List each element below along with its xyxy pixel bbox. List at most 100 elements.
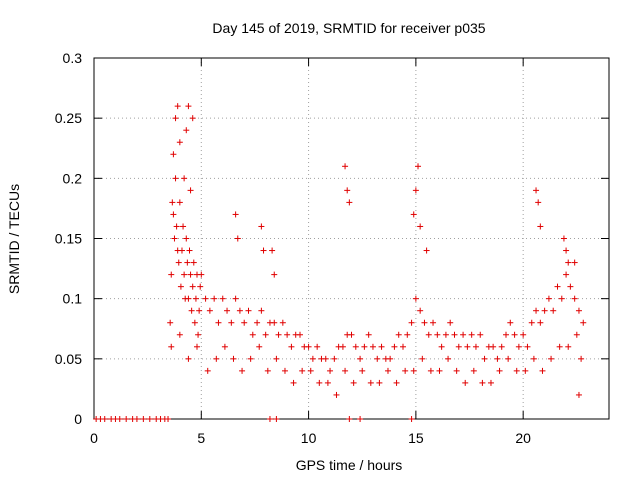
- data-point: [400, 343, 406, 350]
- data-point: [191, 319, 198, 326]
- data-point: [249, 331, 256, 338]
- data-point: [271, 319, 278, 326]
- data-point: [194, 343, 200, 350]
- data-point: [470, 367, 477, 374]
- data-point: [333, 391, 340, 398]
- x-tick-label: 10: [301, 430, 317, 446]
- data-point: [234, 235, 241, 242]
- data-point: [533, 187, 540, 194]
- data-point: [331, 355, 338, 362]
- data-point: [481, 355, 488, 362]
- data-point: [346, 416, 353, 422]
- data-point: [247, 355, 254, 362]
- data-point: [197, 283, 204, 290]
- data-point: [342, 163, 349, 170]
- data-point: [391, 343, 398, 350]
- data-point: [378, 343, 385, 350]
- data-point: [206, 307, 213, 314]
- grid-layer: [94, 58, 609, 419]
- y-tick-label: 0.05: [55, 351, 82, 367]
- data-point: [412, 295, 419, 302]
- data-point: [369, 343, 376, 350]
- data-point: [172, 115, 179, 122]
- data-point: [239, 367, 246, 374]
- data-point: [185, 103, 192, 110]
- data-point: [183, 235, 190, 242]
- data-point: [176, 139, 183, 146]
- data-point: [181, 175, 188, 182]
- data-point: [571, 295, 578, 302]
- data-point: [350, 379, 357, 386]
- data-point: [236, 307, 243, 314]
- data-point: [187, 187, 194, 194]
- x-axis-label: GPS time / hours: [296, 457, 403, 473]
- y-tick-label: 0.3: [63, 50, 83, 66]
- data-point: [189, 115, 196, 122]
- data-point: [393, 379, 400, 386]
- data-point: [196, 307, 203, 314]
- y-tick-label: 0.15: [55, 231, 82, 247]
- data-point: [187, 271, 194, 278]
- data-point: [460, 331, 467, 338]
- data-point: [573, 331, 580, 338]
- data-point: [535, 199, 542, 206]
- data-point: [412, 187, 419, 194]
- data-point: [309, 355, 316, 362]
- data-point: [408, 416, 415, 422]
- data-point: [185, 295, 192, 302]
- data-point: [279, 319, 286, 326]
- data-point: [522, 367, 529, 374]
- data-point: [445, 355, 452, 362]
- data-point: [571, 259, 578, 266]
- data-point: [580, 319, 587, 326]
- data-point: [219, 295, 226, 302]
- data-point: [541, 307, 548, 314]
- data-point: [170, 211, 177, 218]
- data-point: [258, 307, 265, 314]
- data-point: [297, 331, 303, 338]
- data-point: [275, 331, 282, 338]
- data-point: [171, 235, 178, 242]
- data-point: [415, 163, 422, 170]
- data-point: [513, 367, 520, 374]
- data-point: [256, 343, 263, 350]
- data-point: [190, 259, 197, 266]
- data-point: [507, 319, 514, 326]
- data-point: [520, 331, 527, 338]
- data-point: [290, 379, 297, 386]
- x-tick-label: 5: [197, 430, 205, 446]
- data-point: [169, 199, 176, 206]
- data-point: [273, 355, 280, 362]
- data-point: [417, 223, 424, 230]
- x-tick-label: 15: [408, 430, 424, 446]
- data-point: [494, 355, 501, 362]
- data-point: [395, 331, 402, 338]
- data-point: [565, 259, 572, 266]
- data-point: [172, 175, 179, 182]
- data-point: [423, 247, 430, 254]
- data-point: [241, 319, 248, 326]
- data-point: [402, 367, 409, 374]
- data-point: [427, 367, 434, 374]
- y-tick-label: 0.2: [63, 170, 83, 186]
- data-point: [133, 416, 140, 422]
- data-point: [232, 295, 239, 302]
- data-point: [266, 416, 273, 422]
- axis-ticks: 0 0.05 0.1 0.15 0.2 0.25 0.3 0 5 10 15 20: [55, 50, 609, 446]
- data-point: [342, 367, 349, 374]
- data-point: [123, 416, 130, 422]
- data-point: [260, 247, 267, 254]
- data-point: [269, 247, 276, 254]
- data-point: [533, 307, 540, 314]
- data-point: [505, 355, 512, 362]
- data-point: [165, 416, 172, 422]
- data-point: [438, 343, 445, 350]
- data-point: [539, 367, 546, 374]
- y-tick-label: 0.1: [63, 291, 83, 307]
- data-point: [545, 295, 552, 302]
- data-point: [344, 187, 351, 194]
- data-point: [554, 283, 561, 290]
- data-point: [339, 343, 346, 350]
- data-point: [173, 223, 180, 230]
